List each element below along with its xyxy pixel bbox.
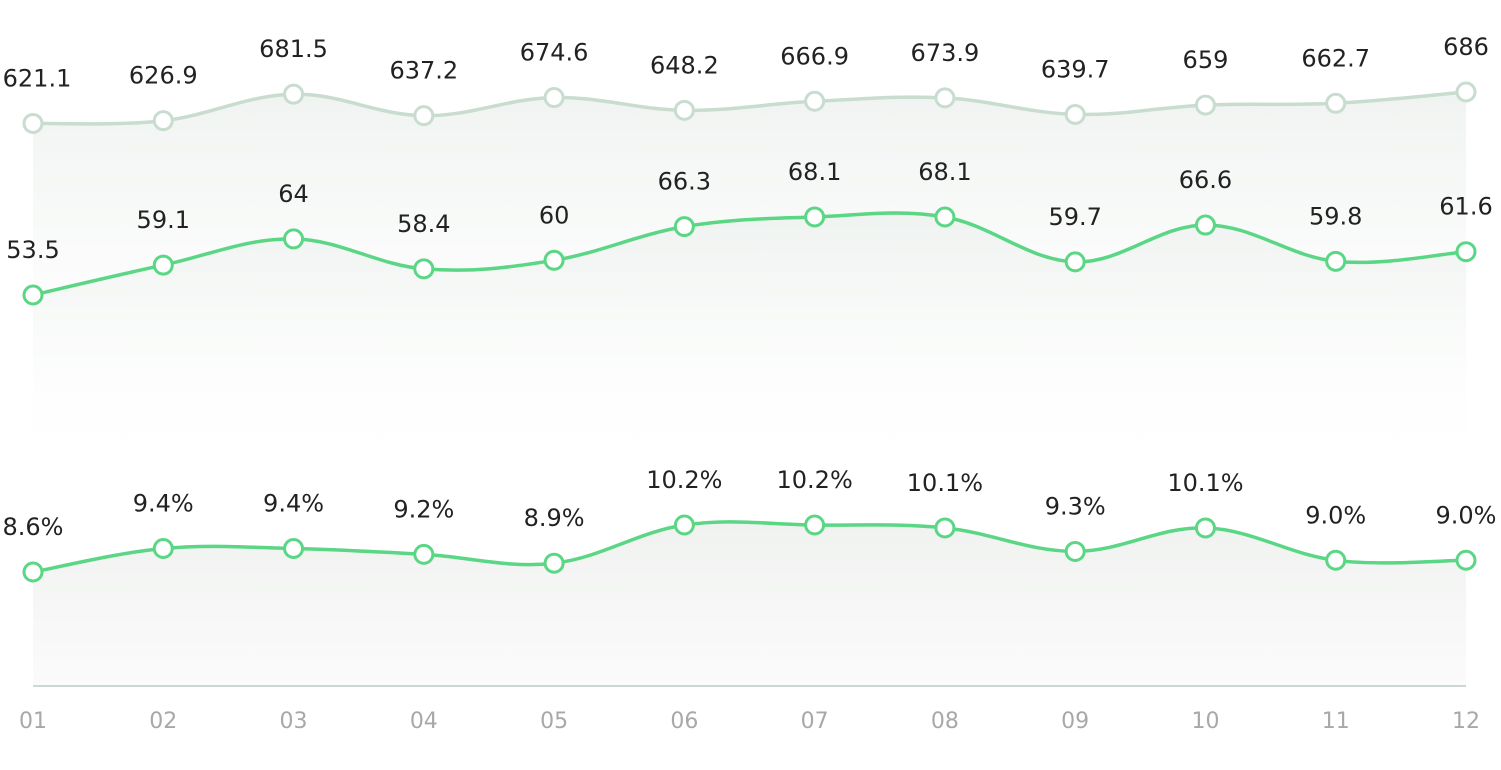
- series-1-point: [1194, 94, 1216, 116]
- series-3-point: [152, 538, 174, 559]
- series-2-data-label: 53.5: [6, 236, 59, 264]
- x-tick-label: 04: [410, 709, 438, 734]
- series-2-data-label: 61.6: [1439, 193, 1492, 221]
- series-2-data-label: 68.1: [918, 158, 971, 186]
- series-2-point: [283, 228, 305, 250]
- series-1-data-label: 648.2: [650, 51, 719, 79]
- series-2-point: [413, 258, 435, 280]
- series-2-line: [31, 211, 1468, 297]
- series-3-point: [934, 517, 956, 539]
- series-1-data-label: 673.9: [911, 39, 980, 67]
- series-3-data-label: 8.9%: [524, 504, 585, 532]
- series-1-data-label: 621.1: [3, 64, 72, 92]
- series-1-data-label: 662.7: [1301, 44, 1370, 72]
- series-1-point: [152, 110, 174, 132]
- series-1-line: [31, 90, 1468, 126]
- series-1-point: [22, 112, 44, 134]
- series-1-point: [673, 99, 695, 121]
- series-2-data-label: 66.3: [658, 168, 711, 196]
- series-2-data-label: 59.8: [1309, 202, 1362, 230]
- series-1-point: [413, 105, 435, 127]
- series-3-data-label: 9.0%: [1436, 501, 1497, 529]
- series-1-point: [804, 90, 826, 112]
- series-2-data-label: 58.4: [397, 210, 450, 238]
- series-2-data-label: 68.1: [788, 158, 841, 186]
- series-3-data-label: 9.4%: [133, 490, 194, 518]
- x-tick-label: 08: [931, 709, 959, 734]
- series-3-point: [283, 538, 305, 559]
- x-tick-label: 10: [1191, 709, 1219, 734]
- series-3-point: [413, 543, 435, 565]
- drop-lines: [32, 92, 1467, 686]
- data-points: [22, 81, 1477, 583]
- series-1-point: [543, 87, 565, 109]
- series-2-point: [22, 284, 44, 306]
- series-1-data-label: 659: [1183, 46, 1229, 74]
- x-tick-labels: 01 02 03 04 05 06 07 08 09 10 11 12: [19, 709, 1480, 734]
- series-3-point: [1325, 549, 1347, 571]
- series-3-point: [543, 552, 565, 574]
- series-3-data-label: 8.6%: [3, 513, 64, 541]
- series-3-data-label: 9.2%: [393, 495, 454, 523]
- x-tick-label: 09: [1061, 709, 1089, 734]
- series-2-data-label: 66.6: [1179, 166, 1232, 194]
- series-3-data-label: 9.4%: [263, 490, 324, 518]
- series-2-area: [33, 212, 1466, 480]
- x-tick-label: 03: [280, 709, 308, 734]
- series-3-area: [33, 521, 1466, 686]
- series-1-data-label: 674.6: [520, 39, 589, 67]
- series-1-point: [1325, 92, 1347, 114]
- series-3-point: [673, 514, 695, 536]
- series-3-data-label: 10.1%: [1167, 469, 1243, 497]
- x-tick-label: 11: [1322, 709, 1350, 734]
- x-tick-label: 07: [801, 709, 829, 734]
- series-2-data-label: 60: [539, 201, 570, 229]
- series-3-data-label: 10.2%: [646, 466, 722, 494]
- series-2-point: [1194, 214, 1216, 236]
- series-1-data-label: 666.9: [780, 42, 849, 70]
- x-tick-label: 02: [149, 709, 177, 734]
- x-tick-label: 05: [540, 709, 568, 734]
- series-3-data-label: 9.0%: [1305, 501, 1366, 529]
- series-3-line: [31, 520, 1468, 574]
- series-3-data-label: 10.2%: [777, 466, 853, 494]
- series-2-point: [804, 206, 826, 228]
- series-3-point: [1455, 549, 1477, 571]
- area-fills: [33, 92, 1466, 686]
- series-3-point: [22, 561, 44, 583]
- series-1-point: [283, 83, 305, 105]
- series-2-point: [1325, 250, 1347, 272]
- series-3-point: [1064, 540, 1086, 562]
- series-lines: [31, 90, 1468, 574]
- series-3-data-label: 9.3%: [1045, 492, 1106, 520]
- series-1-data-label: 681.5: [259, 35, 328, 63]
- series-2-data-label: 59.7: [1048, 203, 1101, 231]
- series-2-point: [543, 249, 565, 271]
- series-1-point: [1455, 81, 1477, 103]
- series-2-data-label: 59.1: [137, 206, 190, 234]
- series-1-data-label: 626.9: [129, 62, 198, 90]
- series-2-point: [1064, 251, 1086, 273]
- x-tick-label: 06: [670, 709, 698, 734]
- x-tick-label: 12: [1452, 709, 1480, 734]
- series-3-point: [1194, 517, 1216, 539]
- series-2-data-label: 64: [278, 180, 309, 208]
- series-1-point: [934, 87, 956, 109]
- series-1-data-label: 639.7: [1041, 55, 1110, 83]
- series-3-data-label: 10.1%: [907, 469, 983, 497]
- series-2-point: [673, 216, 695, 238]
- x-tick-label: 01: [19, 709, 47, 734]
- series-2-point: [934, 206, 956, 228]
- series-2-point: [152, 254, 174, 276]
- series-3-point: [804, 514, 826, 536]
- series-1-data-label: 686: [1443, 33, 1489, 61]
- data-labels: 621.1 626.9 681.5 637.2 674.6 648.2 666.9 673.9…: [3, 33, 1497, 541]
- series-2-point: [1455, 241, 1477, 263]
- series-1-data-label: 637.2: [389, 57, 458, 85]
- series-1-point: [1064, 103, 1086, 125]
